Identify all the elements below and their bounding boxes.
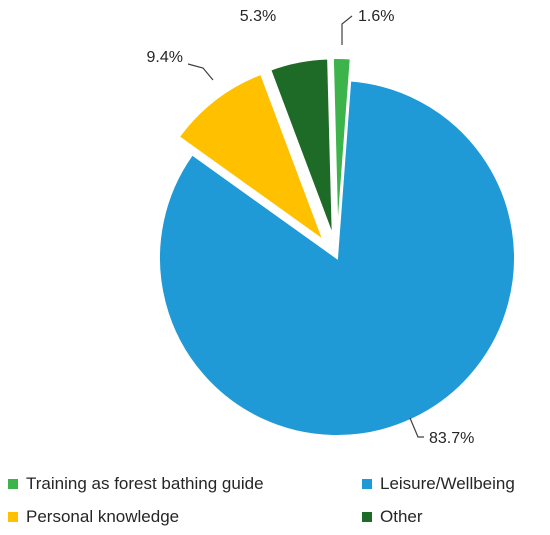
leader-lines bbox=[187, 15, 424, 438]
data-label-2: 83.7% bbox=[429, 430, 474, 447]
legend-swatch-personal bbox=[8, 512, 18, 522]
leader-line-2 bbox=[409, 417, 424, 438]
data-label-3: 9.4% bbox=[147, 49, 183, 66]
leader-line-1 bbox=[341, 15, 353, 45]
pie-slice-1 bbox=[331, 57, 352, 237]
legend-item-leisure: Leisure/Wellbeing bbox=[362, 474, 515, 494]
pie-slice-2 bbox=[158, 79, 516, 437]
pie-slice-4 bbox=[268, 57, 334, 237]
legend-label-leisure: Leisure/Wellbeing bbox=[380, 474, 515, 493]
legend-swatch-training bbox=[8, 479, 18, 489]
data-label-1: 1.6% bbox=[358, 8, 394, 25]
legend-label-personal: Personal knowledge bbox=[26, 507, 180, 526]
legend-swatch-leisure bbox=[362, 479, 372, 489]
pie-slice-3 bbox=[177, 72, 326, 244]
legend-item-other: Other bbox=[362, 507, 423, 527]
leader-line-3 bbox=[187, 63, 214, 81]
legend-label-other: Other bbox=[380, 507, 423, 526]
data-label-4: 5.3% bbox=[240, 8, 276, 25]
legend-swatch-other bbox=[362, 512, 372, 522]
data-labels: 1.6% 83.7% 9.4% 5.3% bbox=[147, 8, 475, 447]
legend-label-training: Training as forest bathing guide bbox=[26, 474, 264, 493]
legend-item-training: Training as forest bathing guide bbox=[8, 474, 264, 494]
pie-slices bbox=[158, 57, 516, 437]
legend-item-personal: Personal knowledge bbox=[8, 507, 179, 527]
